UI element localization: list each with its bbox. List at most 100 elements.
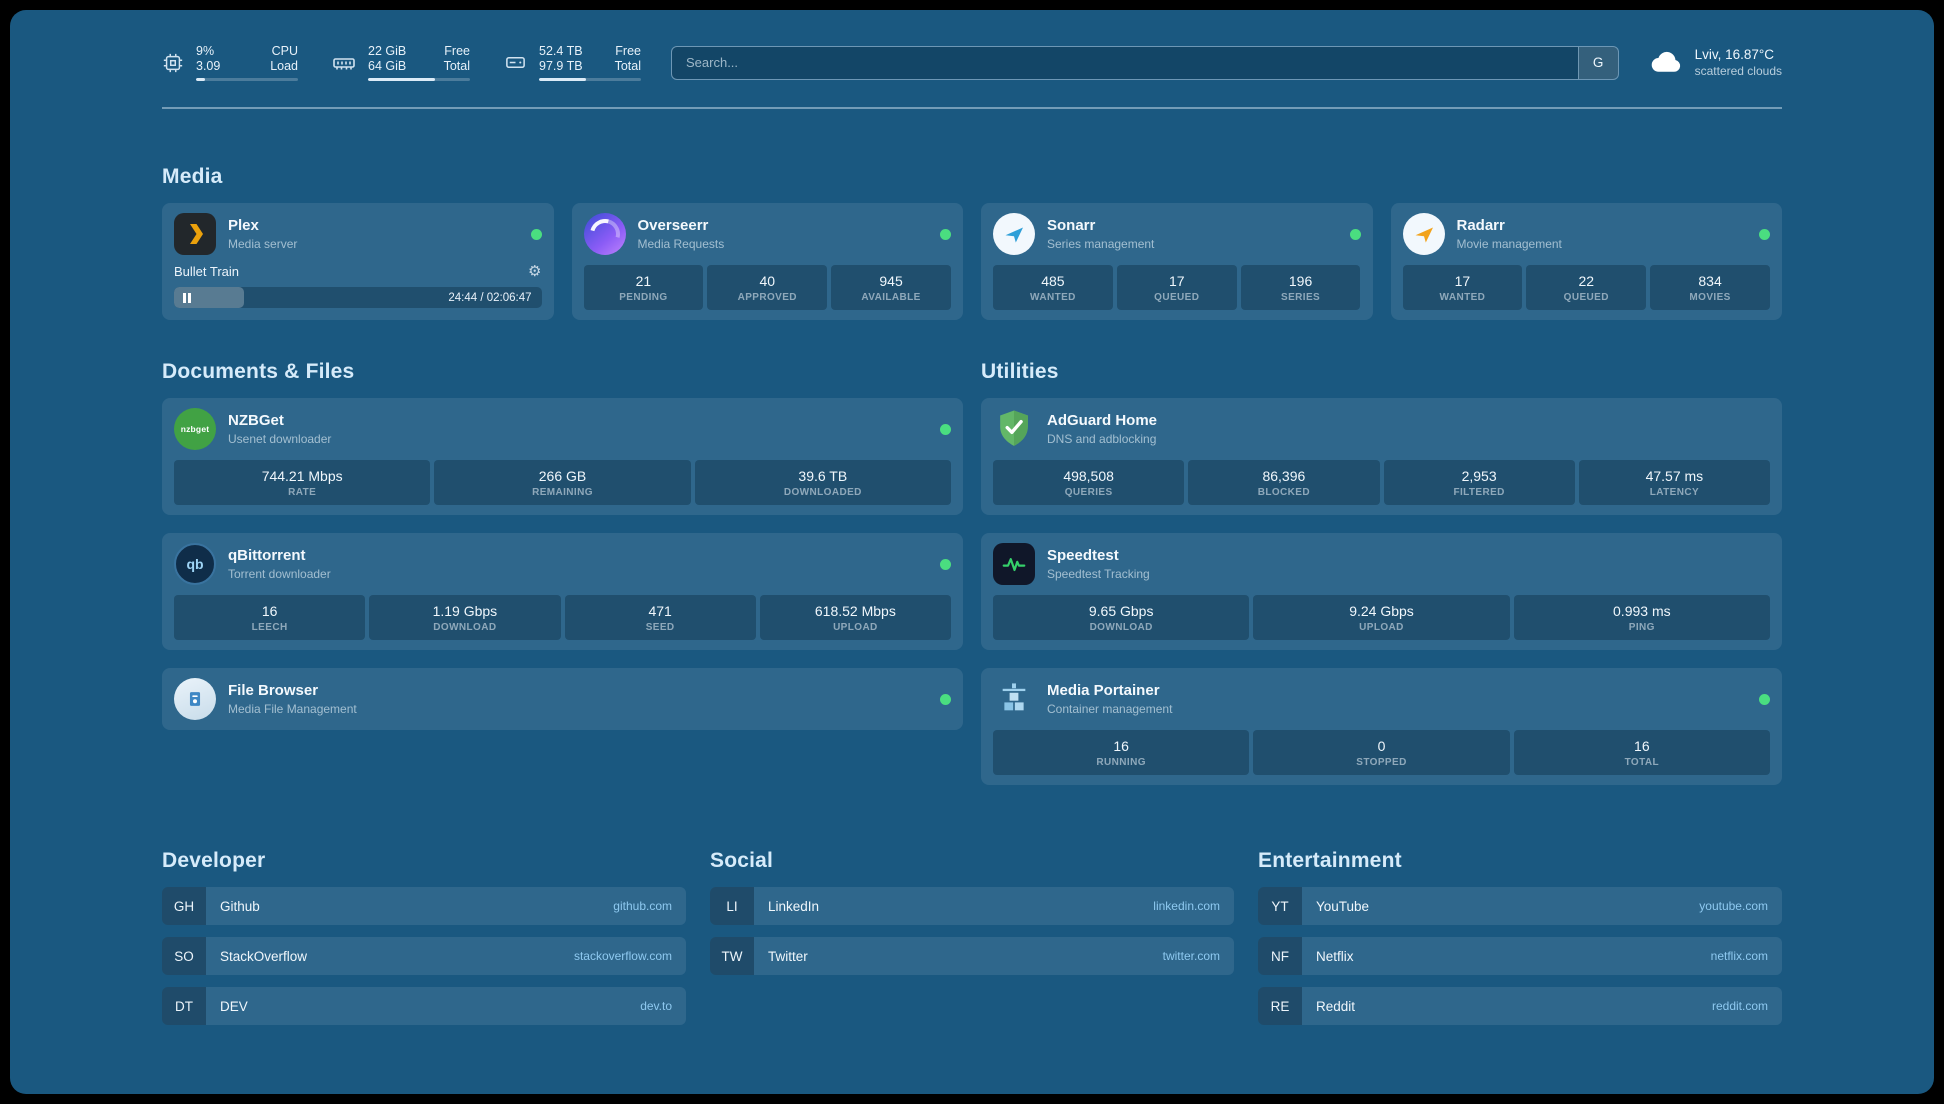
stat-series: 196 SERIES	[1240, 265, 1361, 310]
stat-upload: 618.52 Mbps UPLOAD	[759, 595, 951, 640]
status-dot-online	[1759, 228, 1770, 240]
bookmark-linkedin[interactable]: LI LinkedIn linkedin.com	[710, 887, 1234, 925]
service-description: Series management	[1047, 237, 1155, 251]
stat-queued: 22 QUEUED	[1526, 265, 1647, 310]
cpu-widget: 9% CPU 3.09 Load	[162, 44, 298, 81]
resource-widgets: 9% CPU 3.09 Load	[162, 44, 641, 81]
service-name: Plex	[228, 217, 259, 234]
bookmark-abbr: RE	[1258, 987, 1302, 1025]
filebrowser-icon	[174, 678, 216, 720]
bookmark-twitter[interactable]: TW Twitter twitter.com	[710, 937, 1234, 975]
service-name: Overseerr	[637, 217, 709, 234]
service-description: Media File Management	[228, 702, 357, 716]
sonarr-icon	[993, 213, 1035, 255]
bookmark-group-entertainment: Entertainment YT YouTube youtube.com NF …	[1258, 849, 1782, 1025]
now-playing-title: Bullet Train	[174, 264, 240, 279]
bookmark-dev[interactable]: DT DEV dev.to	[162, 987, 686, 1025]
stat-stopped: 0 STOPPED	[1253, 730, 1510, 775]
search-input[interactable]	[672, 46, 1578, 79]
memory-free-label: Free	[444, 44, 470, 58]
cpu-load: 3.09	[196, 59, 221, 73]
service-description: DNS and adblocking	[1047, 432, 1157, 446]
stat-approved: 40 APPROVED	[707, 265, 828, 310]
plex-icon	[174, 213, 216, 255]
stat-filtered: 2,953 FILTERED	[1383, 460, 1575, 505]
search-provider-button[interactable]: G	[1577, 46, 1618, 79]
service-name: AdGuard Home	[1047, 412, 1158, 429]
cpu-load-label: Load	[270, 59, 298, 73]
bookmark-abbr: YT	[1258, 887, 1302, 925]
stat-queued: 17 QUEUED	[1116, 265, 1237, 310]
overseerr-icon	[583, 213, 626, 255]
stat-available: 945 AVAILABLE	[831, 265, 951, 310]
bookmark-domain: youtube.com	[1699, 899, 1768, 913]
memory-total-label: Total	[443, 59, 470, 73]
service-card-overseerr[interactable]: Overseerr Media Requests 21 PENDING 40 A…	[571, 203, 963, 320]
bookmark-youtube[interactable]: YT YouTube youtube.com	[1258, 887, 1782, 925]
section-title-developer: Developer	[162, 849, 266, 872]
stat-downloaded: 39.6 TB DOWNLOADED	[694, 460, 951, 505]
section-documents: Documents & Files nzbget NZBGet Usenet d…	[162, 360, 963, 730]
disk-widget: 52.4 TB Free 97.9 TB Total	[504, 44, 641, 81]
speedtest-icon	[993, 543, 1035, 585]
stat-download: 9.65 Gbps DOWNLOAD	[993, 595, 1250, 640]
disk-icon	[504, 51, 527, 74]
search-box: G	[671, 45, 1619, 80]
service-card-filebrowser[interactable]: File Browser Media File Management	[162, 668, 963, 730]
bookmark-domain: linkedin.com	[1153, 899, 1220, 913]
section-title-social: Social	[710, 849, 774, 872]
stat-pending: 21 PENDING	[583, 265, 704, 310]
pause-icon[interactable]	[183, 292, 191, 303]
section-utilities: Utilities AdGu	[981, 360, 1782, 785]
cpu-icon	[162, 52, 184, 74]
service-name: NZBGet	[228, 412, 284, 429]
radarr-icon	[1402, 213, 1445, 255]
section-title-media: Media	[162, 165, 223, 188]
disk-free-label: Free	[615, 44, 641, 58]
memory-progress-bar	[368, 78, 470, 81]
bookmark-domain: dev.to	[640, 999, 672, 1013]
service-card-qbittorrent[interactable]: qb qBittorrent Torrent downloader 16	[162, 533, 963, 650]
gear-icon[interactable]: ⚙	[528, 263, 542, 280]
stat-leech: 16 LEECH	[174, 595, 366, 640]
service-description: Movie management	[1456, 237, 1562, 251]
bookmark-github[interactable]: GH Github github.com	[162, 887, 686, 925]
bookmark-netflix[interactable]: NF Netflix netflix.com	[1258, 937, 1782, 975]
bookmark-reddit[interactable]: RE Reddit reddit.com	[1258, 987, 1782, 1025]
service-card-speedtest[interactable]: Speedtest Speedtest Tracking 9.65 Gbps D…	[981, 533, 1782, 650]
cpu-progress-bar	[196, 78, 298, 81]
stat-latency: 47.57 ms LATENCY	[1578, 460, 1770, 505]
weather-location: Lviv, 16.87°C	[1694, 47, 1775, 62]
service-description: Media Requests	[637, 237, 725, 251]
service-card-nzbget[interactable]: nzbget NZBGet Usenet downloader 744.21 M…	[162, 398, 963, 515]
section-title-entertainment: Entertainment	[1258, 849, 1402, 872]
plex-now-playing: Bullet Train ⚙ 24:44 / 02:06:47	[174, 264, 542, 308]
service-card-plex[interactable]: Plex Media server Bullet Train ⚙	[162, 203, 554, 320]
bookmark-abbr: LI	[710, 887, 754, 925]
status-dot-online	[940, 423, 951, 435]
stat-upload: 9.24 Gbps UPLOAD	[1253, 595, 1510, 640]
service-name: Radarr	[1456, 217, 1505, 234]
bookmark-name: StackOverflow	[220, 948, 308, 964]
service-description: Torrent downloader	[228, 567, 331, 581]
service-card-radarr[interactable]: Radarr Movie management 17 WANTED 22 QUE…	[1390, 203, 1782, 320]
service-card-adguard[interactable]: AdGuard Home DNS and adblocking 498,508 …	[981, 398, 1782, 515]
bookmark-domain: twitter.com	[1162, 949, 1220, 963]
bookmark-abbr: SO	[162, 937, 206, 975]
status-dot-online	[940, 693, 951, 705]
playback-progress-bar[interactable]: 24:44 / 02:06:47	[174, 287, 542, 308]
bookmark-domain: stackoverflow.com	[573, 949, 672, 963]
service-description: Usenet downloader	[228, 432, 332, 446]
bookmark-stackoverflow[interactable]: SO StackOverflow stackoverflow.com	[162, 937, 686, 975]
service-card-sonarr[interactable]: Sonarr Series management 485 WANTED 17 Q…	[981, 203, 1373, 320]
bookmark-group-developer: Developer GH Github github.com SO StackO…	[162, 849, 686, 1025]
bookmark-abbr: NF	[1258, 937, 1302, 975]
bookmark-name: Reddit	[1316, 998, 1356, 1014]
status-dot-online	[940, 558, 951, 570]
stat-movies: 834 MOVIES	[1650, 265, 1770, 310]
dashboard: 9% CPU 3.09 Load	[10, 10, 1934, 1094]
service-card-portainer[interactable]: Media Portainer Container management 16 …	[981, 668, 1782, 785]
bookmark-abbr: TW	[710, 937, 754, 975]
stat-seed: 471 SEED	[564, 595, 756, 640]
service-name: Sonarr	[1047, 217, 1096, 234]
